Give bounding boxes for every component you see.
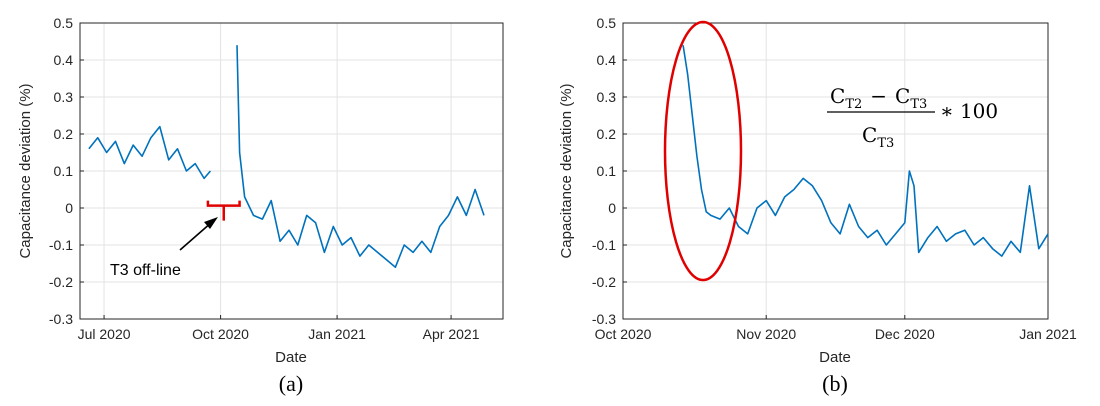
y-tick-label: 0.4 bbox=[54, 52, 74, 68]
x-tick-labels-b: Oct 2020 Nov 2020 Dec 2020 Jan 2021 bbox=[595, 326, 1077, 342]
x-tick-label: Oct 2020 bbox=[192, 326, 249, 342]
y-tick-label: -0.1 bbox=[592, 237, 616, 253]
y-tick-labels-b: 0.5 0.4 0.3 0.2 0.1 0 -0.1 -0.2 -0.3 bbox=[592, 15, 616, 327]
eq-denominator-sub: T3 bbox=[877, 136, 894, 151]
annotation-arrow-shaft bbox=[179, 221, 213, 251]
x-tick-label: Apr 2021 bbox=[423, 326, 480, 342]
y-tick-label: 0.2 bbox=[597, 126, 617, 142]
y-tick-label: -0.2 bbox=[49, 274, 73, 290]
x-axis-label-b: Date bbox=[819, 349, 851, 366]
eq-numerator-sub2: T3 bbox=[910, 97, 927, 112]
y-tick-label: 0.5 bbox=[597, 15, 617, 31]
offline-annotation-text: T3 off-line bbox=[110, 262, 181, 279]
svg-text:CT2−CT3: CT2− CT3 bbox=[830, 84, 927, 112]
x-tick-label: Oct 2020 bbox=[595, 326, 652, 342]
y-axis-label-b: Capacitance deviation (%) bbox=[558, 83, 575, 258]
y-tick-label: 0.3 bbox=[54, 89, 74, 105]
eq-numerator-sub1: T2 bbox=[845, 97, 862, 112]
eq-denominator-c: C bbox=[862, 123, 877, 147]
y-tick-label: 0.4 bbox=[597, 52, 617, 68]
offline-annotation: T3 off-line bbox=[110, 200, 241, 279]
chart-panel-b: 0.5 0.4 0.3 0.2 0.1 0 -0.1 -0.2 -0.3 Oct 2020 Nov… bbox=[558, 15, 1077, 396]
series-lines-b bbox=[682, 45, 1049, 257]
x-axis-label-a: Date bbox=[275, 349, 307, 366]
y-tick-label: 0 bbox=[65, 200, 73, 216]
data-series-line bbox=[88, 125, 212, 180]
y-tick-label: 0.1 bbox=[54, 163, 74, 179]
svg-text:CT3: CT3 bbox=[862, 123, 894, 151]
y-tick-label: 0 bbox=[608, 200, 616, 216]
x-tick-label: Nov 2020 bbox=[736, 326, 796, 342]
y-tick-labels-a: 0.5 0.4 0.3 0.2 0.1 0 -0.1 -0.2 -0.3 bbox=[49, 15, 73, 327]
panel-label-a: (a) bbox=[279, 371, 303, 396]
y-tick-label: -0.3 bbox=[49, 311, 73, 327]
panel-label-b: (b) bbox=[822, 371, 848, 396]
y-axis-label-a: Capacitance deviation (%) bbox=[17, 83, 34, 258]
y-tick-label: 0.2 bbox=[54, 126, 74, 142]
eq-minus: − bbox=[870, 84, 887, 108]
x-tick-label: Jan 2021 bbox=[1019, 326, 1077, 342]
y-tick-label: -0.2 bbox=[592, 274, 616, 290]
y-tick-label: 0.5 bbox=[54, 15, 74, 31]
annotation-arrow-head bbox=[204, 217, 218, 229]
highlight-ellipse bbox=[663, 20, 743, 282]
tick-marks-b bbox=[622, 22, 1049, 320]
chart-panel-a: 0.5 0.4 0.3 0.2 0.1 0 -0.1 -0.2 -0.3 Jul 2020 Oct… bbox=[17, 15, 504, 396]
data-series-line bbox=[682, 45, 1049, 257]
series-lines-a bbox=[88, 45, 485, 269]
eq-numerator-c1: C bbox=[830, 84, 845, 108]
tick-marks-a bbox=[80, 22, 452, 320]
x-tick-label: Jul 2020 bbox=[78, 326, 131, 342]
y-tick-label: 0.1 bbox=[597, 163, 617, 179]
eq-numerator-c2: C bbox=[895, 84, 910, 108]
ratio-equation: CT2− CT3 CT3 ∗ 100 bbox=[827, 84, 998, 151]
x-tick-label: Jan 2021 bbox=[308, 326, 366, 342]
data-series-line bbox=[236, 45, 485, 269]
offline-bracket bbox=[206, 200, 241, 221]
y-tick-label: -0.1 bbox=[49, 237, 73, 253]
y-tick-label: 0.3 bbox=[597, 89, 617, 105]
x-tick-label: Dec 2020 bbox=[875, 326, 935, 342]
y-tick-label: -0.3 bbox=[592, 311, 616, 327]
eq-tail: ∗ 100 bbox=[940, 99, 998, 123]
x-tick-labels-a: Jul 2020 Oct 2020 Jan 2021 Apr 2021 bbox=[78, 326, 480, 342]
